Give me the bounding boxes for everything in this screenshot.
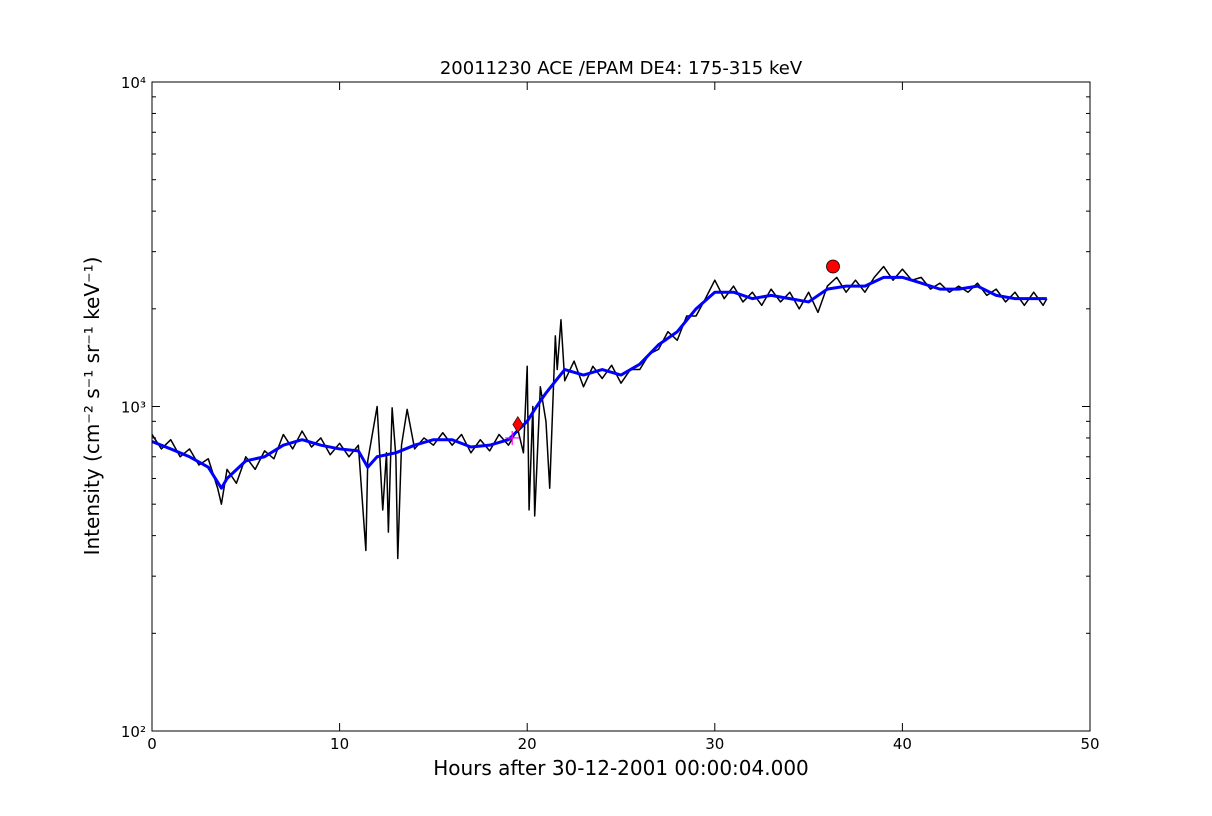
axes: 0 10 20 30 40 50 10² 10³ 10⁴ [121, 74, 1100, 753]
y-tick-label: 10⁴ [121, 74, 146, 92]
y-tick-label: 10³ [121, 399, 146, 417]
series-line [152, 275, 1047, 490]
marker [512, 415, 524, 434]
plot-area [152, 259, 1048, 560]
chart-title: 20011230 ACE /EPAM DE4: 175-315 keV [440, 58, 803, 79]
x-tick-label: 40 [893, 735, 912, 753]
marker [826, 259, 840, 274]
x-tick-label: 30 [705, 735, 724, 753]
plot-frame [151, 81, 1091, 732]
y-tick-label: 10² [121, 723, 146, 741]
x-tick-label: 50 [1080, 735, 1099, 753]
x-tick-label: 0 [147, 735, 157, 753]
x-axis-label: Hours after 30-12-2001 00:00:04.000 [433, 756, 809, 780]
x-tick-label: 20 [518, 735, 537, 753]
x-tick-label: 10 [330, 735, 349, 753]
y-axis-label: Intensity (cm⁻² s⁻¹ sr⁻¹ keV⁻¹) [80, 257, 104, 556]
marker [505, 430, 520, 445]
